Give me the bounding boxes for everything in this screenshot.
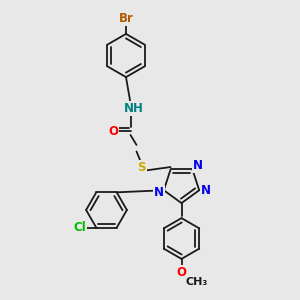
Text: O: O [108, 125, 118, 138]
Text: NH: NH [124, 102, 144, 115]
Text: N: N [201, 184, 211, 197]
Text: Cl: Cl [74, 221, 86, 234]
Text: N: N [193, 159, 203, 172]
Text: Br: Br [118, 12, 134, 25]
Text: S: S [137, 161, 146, 174]
Text: CH₃: CH₃ [185, 277, 208, 287]
Text: O: O [176, 266, 187, 279]
Text: N: N [154, 186, 164, 199]
